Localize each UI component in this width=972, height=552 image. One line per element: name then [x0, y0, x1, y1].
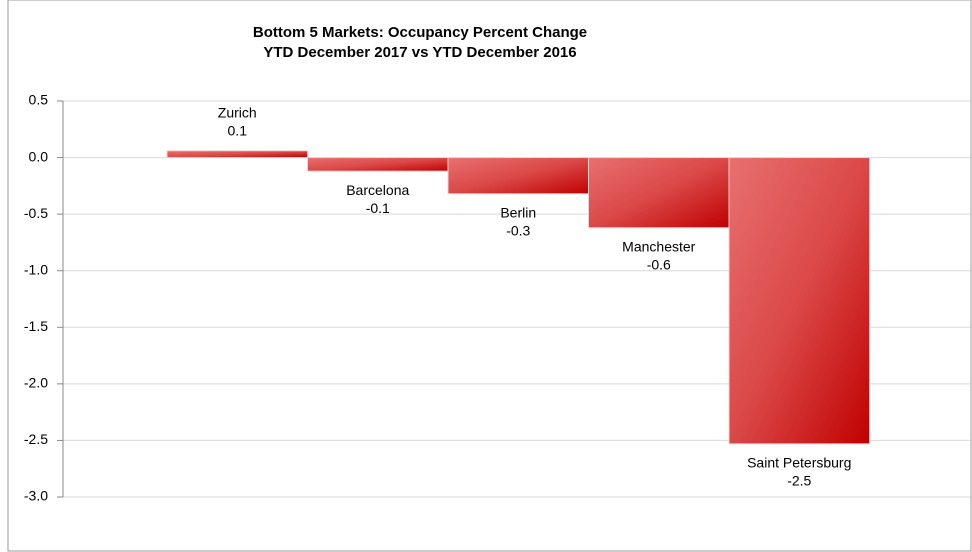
category-label: Zurich: [218, 104, 257, 120]
y-tick-label: -1.5: [24, 318, 48, 334]
data-label: -0.3: [506, 222, 530, 238]
data-label: 0.1: [228, 122, 248, 138]
bar: [588, 157, 730, 229]
bar: [307, 157, 449, 172]
category-label: Berlin: [500, 204, 536, 220]
category-label: Saint Petersburg: [747, 455, 851, 471]
y-tick-label: -1.0: [24, 261, 48, 277]
chart-title: Bottom 5 Markets: Occupancy Percent Chan…: [253, 24, 587, 41]
y-tick-label: -2.5: [24, 431, 48, 447]
category-label: Manchester: [622, 238, 695, 254]
chart-subtitle: YTD December 2017 vs YTD December 2016: [263, 44, 576, 61]
y-tick-label: -0.5: [24, 205, 48, 221]
data-label: -0.1: [366, 200, 390, 216]
y-tick-label: 0.5: [29, 92, 49, 108]
data-label: -0.6: [647, 256, 671, 272]
y-tick-label: 0.0: [29, 148, 49, 164]
data-label: -2.5: [787, 473, 811, 489]
bar: [447, 157, 589, 195]
bar: [728, 157, 870, 445]
y-tick-label: -2.0: [24, 375, 48, 391]
bar: [166, 150, 308, 159]
category-label: Barcelona: [346, 182, 409, 198]
y-tick-label: -3.0: [24, 488, 48, 504]
